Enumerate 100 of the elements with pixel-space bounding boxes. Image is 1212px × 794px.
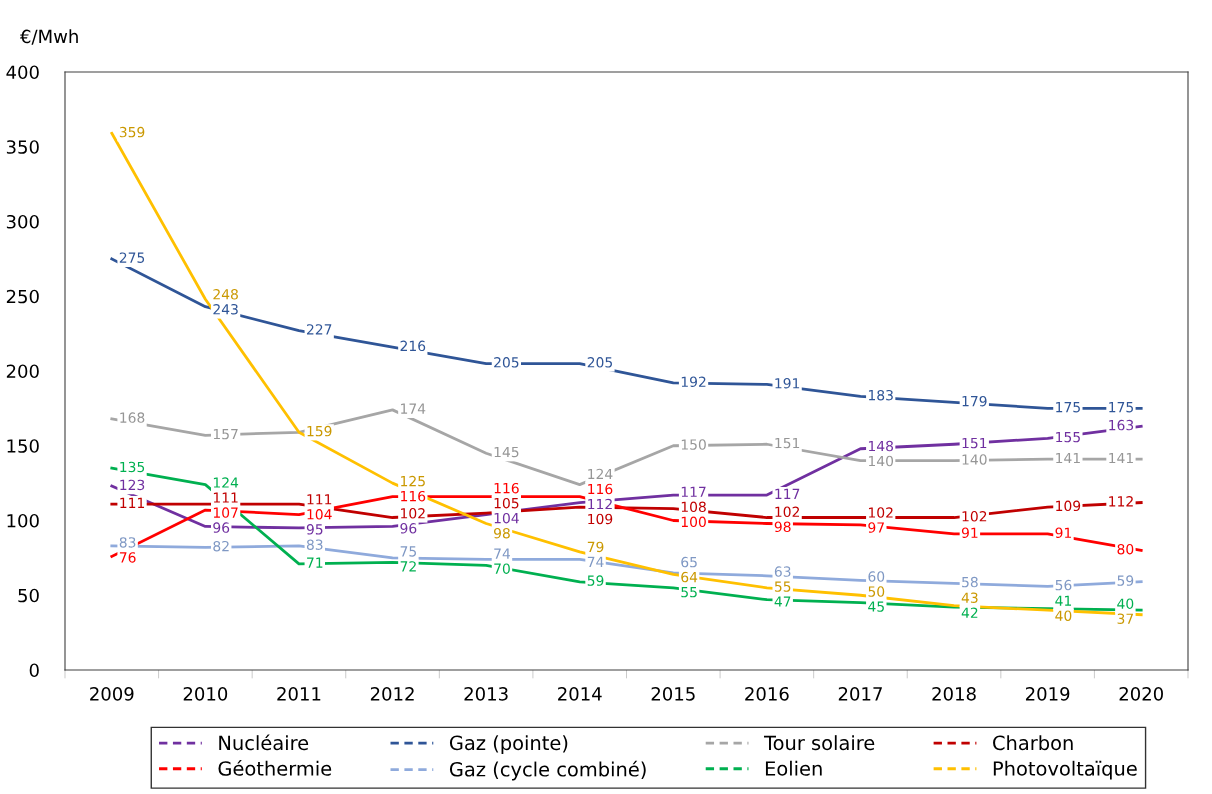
x-tick-label: 2013 bbox=[464, 686, 508, 701]
data-label: 55 bbox=[681, 587, 697, 598]
data-label: 157 bbox=[213, 428, 238, 440]
data-label: 83 bbox=[119, 537, 136, 548]
x-tick-label: 2015 bbox=[651, 686, 695, 701]
data-label: 104 bbox=[307, 509, 332, 520]
data-label: 141 bbox=[1056, 452, 1080, 464]
data-label: 72 bbox=[400, 561, 416, 572]
x-tick-label: 2011 bbox=[277, 686, 321, 701]
y-axis-title: €/Mwh bbox=[20, 29, 78, 45]
data-label: 111 bbox=[213, 492, 238, 503]
data-label: 91 bbox=[961, 527, 978, 538]
data-label: 117 bbox=[681, 486, 706, 497]
data-label: 140 bbox=[868, 455, 894, 467]
data-label: 63 bbox=[774, 566, 791, 577]
data-label: 55 bbox=[774, 581, 791, 592]
x-tick-label: 2012 bbox=[370, 686, 414, 701]
data-label: 117 bbox=[775, 488, 800, 499]
data-label: 41 bbox=[1055, 595, 1072, 606]
legend-label: Nucléaire bbox=[219, 734, 309, 751]
data-label: 65 bbox=[681, 556, 697, 568]
x-tick-label: 2017 bbox=[838, 686, 882, 701]
data-label: 42 bbox=[961, 607, 978, 618]
data-label: 359 bbox=[119, 126, 145, 138]
data-label: 116 bbox=[494, 482, 519, 494]
data-label: 96 bbox=[400, 523, 417, 534]
data-label: 56 bbox=[1055, 579, 1072, 591]
y-tick-label: 150 bbox=[7, 439, 39, 453]
data-label: 96 bbox=[213, 522, 230, 533]
data-label: 105 bbox=[494, 497, 519, 509]
data-label: 98 bbox=[494, 527, 510, 539]
x-tick-label: 2009 bbox=[90, 686, 134, 701]
legend-label: Eolien bbox=[765, 760, 822, 776]
data-label: 150 bbox=[681, 439, 706, 450]
y-tick-label: 400 bbox=[6, 65, 39, 80]
data-label: 151 bbox=[775, 437, 800, 449]
legend-label: Photovoltaïque bbox=[993, 760, 1137, 780]
data-label: 163 bbox=[1109, 419, 1134, 431]
y-tick-label: 200 bbox=[6, 364, 39, 379]
data-label: 45 bbox=[868, 601, 884, 612]
data-label: 124 bbox=[213, 477, 239, 488]
data-label: 59 bbox=[1117, 575, 1134, 586]
data-label: 174 bbox=[401, 403, 426, 414]
data-label: 102 bbox=[401, 508, 425, 519]
data-label: 64 bbox=[681, 571, 698, 583]
y-tick-label: 100 bbox=[7, 513, 39, 528]
data-label: 70 bbox=[494, 563, 510, 574]
data-label: 140 bbox=[962, 454, 987, 465]
legend-label: Tour solaire bbox=[763, 735, 875, 751]
data-label: 205 bbox=[587, 357, 613, 368]
data-label: 40 bbox=[1117, 598, 1134, 609]
data-label: 100 bbox=[681, 516, 706, 528]
data-label: 108 bbox=[681, 501, 706, 513]
data-label: 116 bbox=[401, 490, 426, 502]
data-label: 97 bbox=[868, 522, 884, 533]
data-label: 125 bbox=[401, 475, 425, 487]
data-label: 111 bbox=[307, 494, 332, 505]
data-label: 227 bbox=[306, 324, 332, 335]
y-tick-label: 350 bbox=[6, 140, 39, 154]
data-label: 104 bbox=[494, 512, 519, 524]
data-label: 98 bbox=[774, 521, 791, 533]
data-label: 107 bbox=[213, 507, 238, 518]
data-label: 74 bbox=[587, 556, 604, 567]
data-label: 102 bbox=[775, 506, 799, 518]
x-tick-label: 2016 bbox=[745, 686, 789, 701]
data-label: 141 bbox=[1109, 452, 1133, 464]
data-label: 75 bbox=[400, 546, 416, 557]
data-label: 102 bbox=[962, 511, 987, 522]
data-label: 43 bbox=[961, 592, 978, 603]
data-label: 175 bbox=[1056, 402, 1080, 413]
data-label: 159 bbox=[307, 425, 332, 437]
data-label: 112 bbox=[588, 498, 612, 510]
data-label: 145 bbox=[494, 446, 519, 458]
data-label: 102 bbox=[868, 507, 893, 518]
data-label: 151 bbox=[962, 437, 987, 449]
data-label: 168 bbox=[120, 412, 145, 423]
data-label: 205 bbox=[494, 357, 519, 368]
data-label: 179 bbox=[962, 395, 987, 407]
x-tick-label: 2010 bbox=[183, 686, 228, 701]
data-label: 175 bbox=[1109, 402, 1133, 413]
data-label: 275 bbox=[119, 252, 145, 263]
data-label: 216 bbox=[400, 340, 426, 352]
data-label: 192 bbox=[681, 376, 706, 387]
x-tick-label: 2020 bbox=[1119, 686, 1163, 701]
data-label: 37 bbox=[1117, 613, 1134, 624]
data-label: 40 bbox=[1055, 610, 1072, 621]
data-label: 112 bbox=[1109, 496, 1133, 507]
data-label: 50 bbox=[868, 586, 885, 597]
data-label: 71 bbox=[307, 557, 323, 568]
data-label: 80 bbox=[1117, 543, 1134, 555]
data-label: 248 bbox=[213, 288, 238, 300]
data-label: 111 bbox=[120, 497, 145, 508]
data-label: 91 bbox=[1055, 527, 1072, 538]
x-tick-label: 2018 bbox=[932, 686, 976, 701]
data-label: 76 bbox=[119, 552, 136, 563]
data-label: 58 bbox=[962, 576, 978, 588]
data-label: 47 bbox=[774, 596, 791, 607]
data-label: 124 bbox=[588, 468, 613, 480]
legend-label: Charbon bbox=[993, 735, 1073, 751]
data-label: 155 bbox=[1056, 431, 1080, 443]
